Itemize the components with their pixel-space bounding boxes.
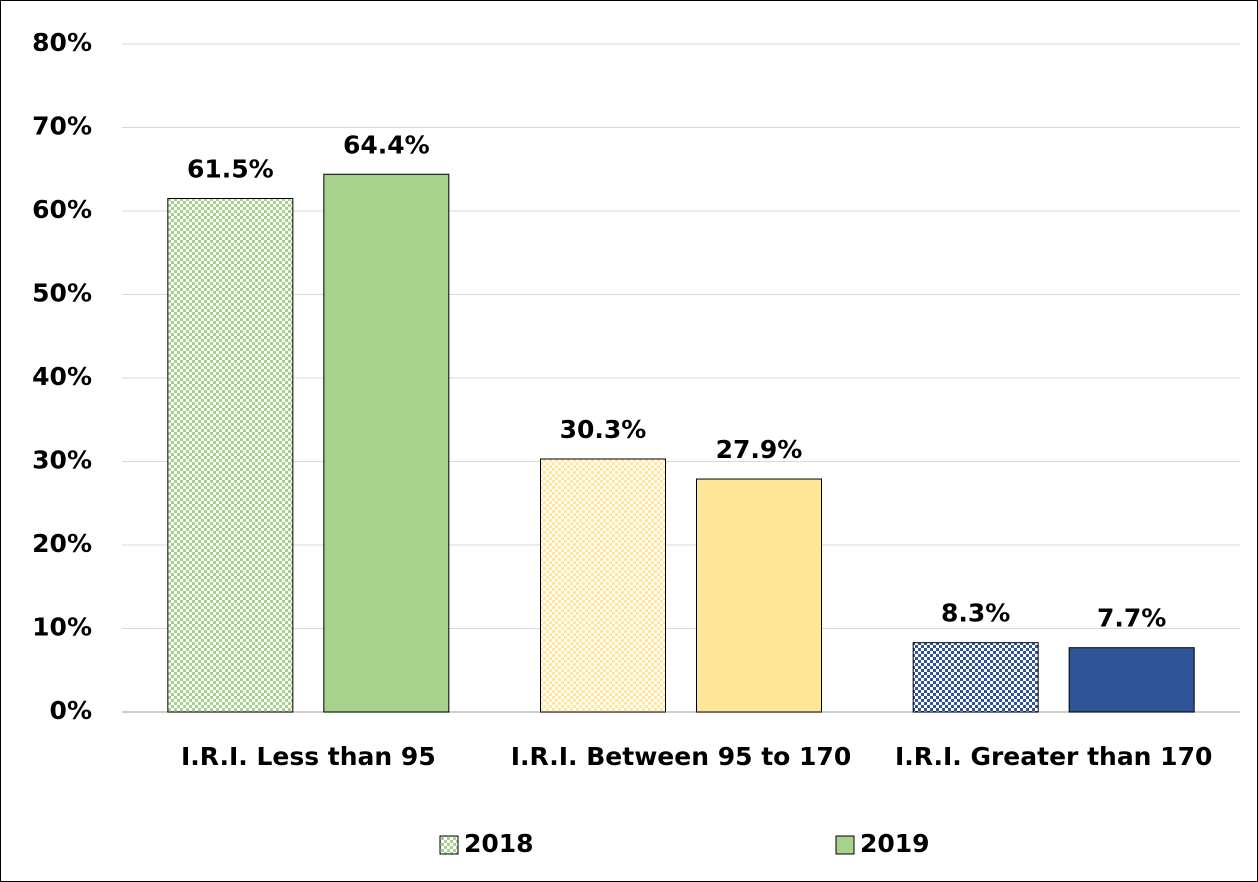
x-tick-label: I.R.I. Between 95 to 170 <box>510 742 852 771</box>
data-label: 30.3% <box>560 415 647 444</box>
bar <box>540 458 666 713</box>
y-tick-label: 10% <box>32 613 92 642</box>
bar <box>323 173 450 713</box>
bar <box>1068 647 1195 713</box>
y-tick-label: 0% <box>50 696 92 725</box>
y-tick-label: 60% <box>32 195 92 224</box>
legend-swatch <box>835 835 855 855</box>
bar <box>912 642 1039 713</box>
x-tick-label: I.R.I. Less than 95 <box>180 742 436 771</box>
legend-label: 2018 <box>464 829 534 858</box>
legend-swatch <box>439 835 459 855</box>
data-label: 64.4% <box>343 130 430 159</box>
y-tick-label: 30% <box>32 446 92 475</box>
bar <box>167 197 294 713</box>
data-label: 8.3% <box>941 599 1010 628</box>
bar <box>696 478 822 713</box>
y-tick-label: 80% <box>32 28 92 57</box>
y-tick-label: 20% <box>32 529 92 558</box>
y-tick-label: 50% <box>32 279 92 308</box>
legend-label: 2019 <box>860 829 930 858</box>
x-tick-label: I.R.I. Greater than 170 <box>894 742 1213 771</box>
data-label: 27.9% <box>716 435 803 464</box>
data-label: 61.5% <box>187 154 274 183</box>
data-label: 7.7% <box>1097 604 1166 633</box>
y-tick-label: 40% <box>32 362 92 391</box>
y-tick-label: 70% <box>32 112 92 141</box>
